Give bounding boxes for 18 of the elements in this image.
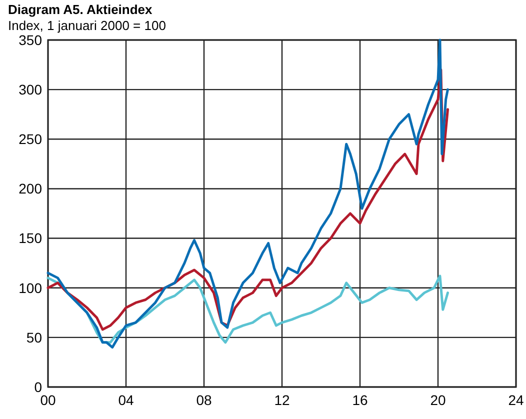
chart-title: Diagram A5. Aktieindex	[8, 2, 154, 17]
y-tick-label: 50	[26, 329, 42, 346]
y-tick-label: 250	[18, 131, 42, 148]
x-tick-label: 08	[196, 392, 212, 408]
y-tick-label: 200	[18, 180, 42, 197]
x-tick-label: 24	[508, 392, 524, 408]
line-series	[46, 38, 449, 349]
y-tick-label: 150	[18, 230, 42, 246]
chart-subtitle: Index, 1 januari 2000 = 100	[8, 18, 166, 33]
x-tick-label: 12	[274, 392, 290, 408]
y-tick-label: 0	[34, 378, 42, 395]
x-tick-label: 00	[40, 392, 56, 408]
y-tick-label: 350	[18, 32, 42, 48]
y-tick-label: 300	[18, 81, 42, 98]
x-tick-label: 20	[430, 392, 446, 408]
x-tick-label: 16	[352, 392, 368, 408]
x-tick-label: 04	[118, 392, 134, 408]
y-tick-label: 100	[18, 280, 42, 296]
